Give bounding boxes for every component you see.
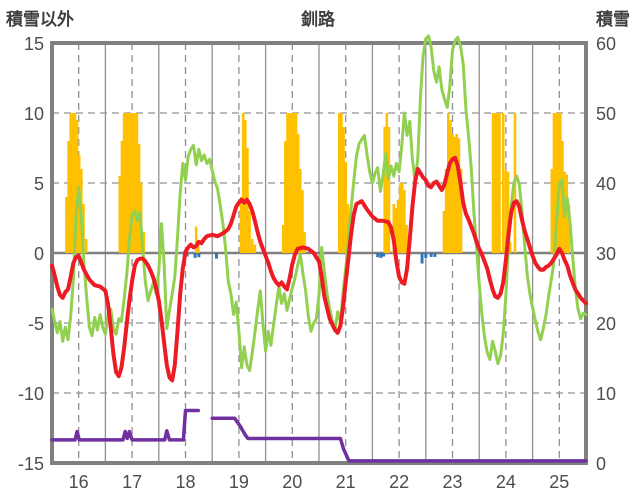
orange-bars [65,113,571,253]
red-line [50,155,588,383]
x-axis-tick-label: 17 [122,472,143,492]
x-axis-tick-label: 22 [389,472,410,492]
x-axis-tick-label: 20 [282,472,303,492]
left-axis-tick-label: -5 [27,314,44,334]
x-axis-tick-label: 21 [335,472,356,492]
right-axis-tick-label: 10 [596,384,617,404]
left-axis-tick-label: -10 [17,384,44,404]
x-axis-tick-label: 19 [228,472,249,492]
right-axis-tick-label: 60 [596,34,617,54]
x-axis-tick-label: 16 [68,472,89,492]
purple-line [50,408,588,463]
x-axis-tick-label: 23 [442,472,463,492]
right-axis-tick-label: 0 [596,454,607,474]
left-axis-tick-label: 5 [33,174,44,194]
left-axis-tick-label: 15 [23,34,44,54]
x-axis-tick-label: 25 [549,472,570,492]
right-axis-tick-label: 30 [596,244,617,264]
left-axis-title: 積雪以外 [6,10,74,29]
green-line [50,34,588,373]
left-axis-tick-label: 0 [33,244,44,264]
right-axis-title: 積雪 [596,10,630,29]
right-axis-tick-label: 50 [596,104,617,124]
plot-frame [50,41,588,465]
chart-title: 釧路 [301,10,335,29]
left-axis-tick-label: 10 [23,104,44,124]
x-axis-tick-label: 18 [175,472,196,492]
right-axis-tick-label: 20 [596,314,617,334]
right-axis-tick-label: 40 [596,174,617,194]
x-axis-tick-label: 24 [495,472,516,492]
left-axis-tick-label: -15 [17,454,44,474]
